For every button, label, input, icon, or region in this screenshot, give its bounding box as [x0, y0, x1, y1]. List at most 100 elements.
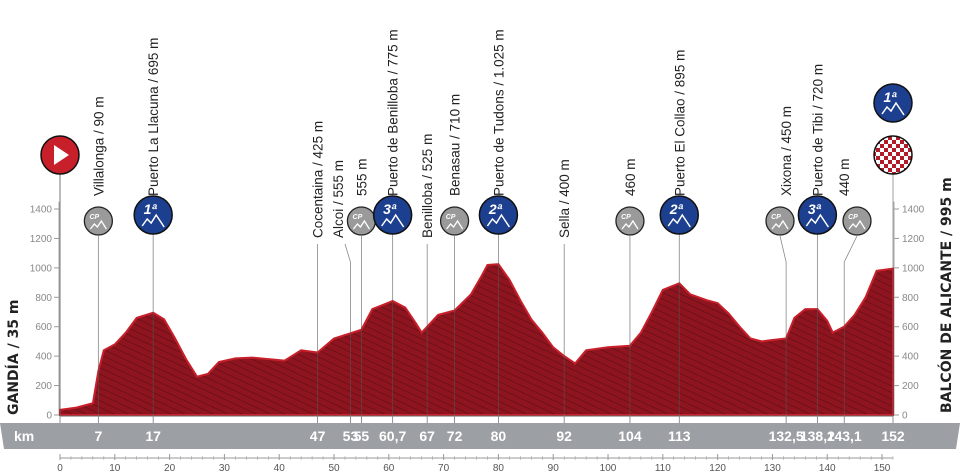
y-tick-label-right: 400	[902, 352, 919, 363]
mountain-icon	[89, 219, 107, 230]
y-tick-label-left: 0	[46, 411, 52, 422]
elevation-profile	[59, 263, 894, 416]
km-label: 17	[145, 428, 161, 444]
climb-category-label: 2ª	[488, 201, 503, 217]
climb-category-label: 3ª	[383, 201, 397, 217]
marker-8: 2ª Puerto de Tudons / 1.025 m	[478, 29, 519, 235]
mountain-icon	[771, 219, 789, 230]
km-label: 7	[94, 428, 102, 444]
km-label: 67	[419, 428, 435, 444]
cp-label: CP	[446, 214, 456, 221]
km-label: 113	[668, 428, 691, 444]
sprint-cp-icon	[842, 206, 872, 236]
x-tick-label: 90	[548, 463, 560, 474]
marker-2: Cocentaina / 425 m	[311, 121, 326, 238]
y-tick-label-left: 200	[35, 381, 52, 392]
y-tick-label-right: 800	[902, 293, 919, 304]
km-label: 47	[310, 428, 326, 444]
marker-label: Cocentaina / 425 m	[311, 121, 326, 238]
y-tick-label-left: 400	[35, 352, 52, 363]
mountain-icon	[805, 213, 829, 228]
marker-3: Alcoi / 555 m	[331, 160, 346, 238]
mountain-icon	[881, 101, 905, 116]
marker-line	[344, 243, 351, 415]
marker-5: 3ª Puerto de Benilloba / 775 m	[372, 29, 413, 235]
marker-14: CP 440 m	[837, 158, 872, 236]
cp-label: CP	[621, 214, 631, 221]
climb-category-label: 3ª	[808, 201, 822, 217]
marker-7: CP Benasau / 710 m	[439, 94, 470, 236]
y-tick-label-left: 800	[35, 293, 52, 304]
sprint-cp-icon	[765, 206, 795, 236]
km-label: 92	[556, 428, 572, 444]
marker-label: 460 m	[623, 158, 638, 196]
mountain-icon	[486, 213, 511, 228]
marker-12: CP Xixona / 450 m	[765, 106, 795, 236]
marker-label: Alcoi / 555 m	[331, 160, 346, 238]
x-tick-label: 120	[709, 463, 726, 474]
km-label: 104	[618, 428, 642, 444]
km-label: 80	[491, 428, 507, 444]
x-tick-label: 60	[383, 463, 395, 474]
y-tick-label-right: 200	[902, 381, 919, 392]
marker-4: CP 555 m	[346, 158, 377, 236]
sprint-cp-icon	[615, 206, 645, 236]
climb-category-label: 1ª	[884, 89, 898, 105]
y-tick-label-right: 1400	[902, 205, 925, 216]
cp-label: CP	[771, 214, 781, 221]
marker-label: Puerto El Collao / 895 m	[672, 50, 687, 196]
marker-line	[779, 235, 787, 415]
marker-label: 440 m	[837, 158, 852, 196]
marker-15: 1ª	[873, 83, 913, 175]
km-label: 53	[343, 428, 359, 444]
cp-label: CP	[848, 214, 858, 221]
marker-label: Sella / 400 m	[557, 159, 572, 238]
y-tick-label-right: 0	[902, 411, 908, 422]
marker-line	[843, 235, 858, 415]
marker-11: 2ª Puerto El Collao / 895 m	[659, 50, 700, 235]
cp-label: CP	[89, 214, 99, 221]
marker-label: Benilloba / 525 m	[420, 134, 435, 238]
y-tick-label-left: 1200	[30, 234, 53, 245]
x-tick-label: 150	[874, 463, 891, 474]
km-label: 55	[354, 428, 370, 444]
km-label: 143,1	[827, 428, 862, 444]
x-tick-label: 140	[819, 463, 836, 474]
marker-label: Puerto La Llacuna / 695 m	[146, 38, 161, 196]
marker-13: 3ª Puerto de Tibi / 720 m	[797, 64, 838, 235]
x-tick-label: 80	[493, 463, 505, 474]
x-tick-label: 110	[655, 463, 671, 474]
x-tick-label: 70	[438, 463, 450, 474]
marker-label: Puerto de Tibi / 720 m	[810, 64, 825, 196]
km-label: 72	[447, 428, 463, 444]
y-tick-label-left: 1400	[30, 205, 53, 216]
finish-flag-icon	[873, 135, 913, 175]
sprint-cp-icon	[346, 206, 377, 236]
km-band	[0, 423, 960, 449]
x-tick-label: 40	[274, 463, 286, 474]
marker-9: Sella / 400 m	[557, 159, 572, 238]
y-tick-label-left: 600	[35, 322, 52, 333]
y-tick-label-right: 600	[902, 322, 919, 333]
y-tick-label-right: 1000	[902, 263, 925, 274]
mountain-icon	[141, 213, 165, 228]
x-tick-label: 100	[600, 463, 617, 474]
x-tick-label: 130	[764, 463, 781, 474]
marker-10: CP 460 m	[615, 158, 645, 236]
km-label: 60,7	[379, 428, 406, 444]
sprint-cp-icon	[439, 206, 470, 236]
marker-label: Villalonga / 90 m	[91, 96, 106, 196]
km-label: 138,2	[800, 428, 835, 444]
x-tick-label: 50	[328, 463, 340, 474]
sprint-cp-icon	[83, 206, 114, 236]
km-label: 152	[881, 428, 905, 444]
mountain-icon	[621, 219, 639, 230]
climb-category-label: 2ª	[669, 201, 684, 217]
marker-1: 1ª Puerto La Llacuna / 695 m	[133, 38, 173, 235]
km-label: 132,5	[769, 428, 804, 444]
x-tick-label: 0	[57, 463, 63, 474]
marker-label: Xixona / 450 m	[779, 106, 794, 196]
mountain-icon	[667, 213, 691, 228]
play-icon	[54, 145, 69, 165]
